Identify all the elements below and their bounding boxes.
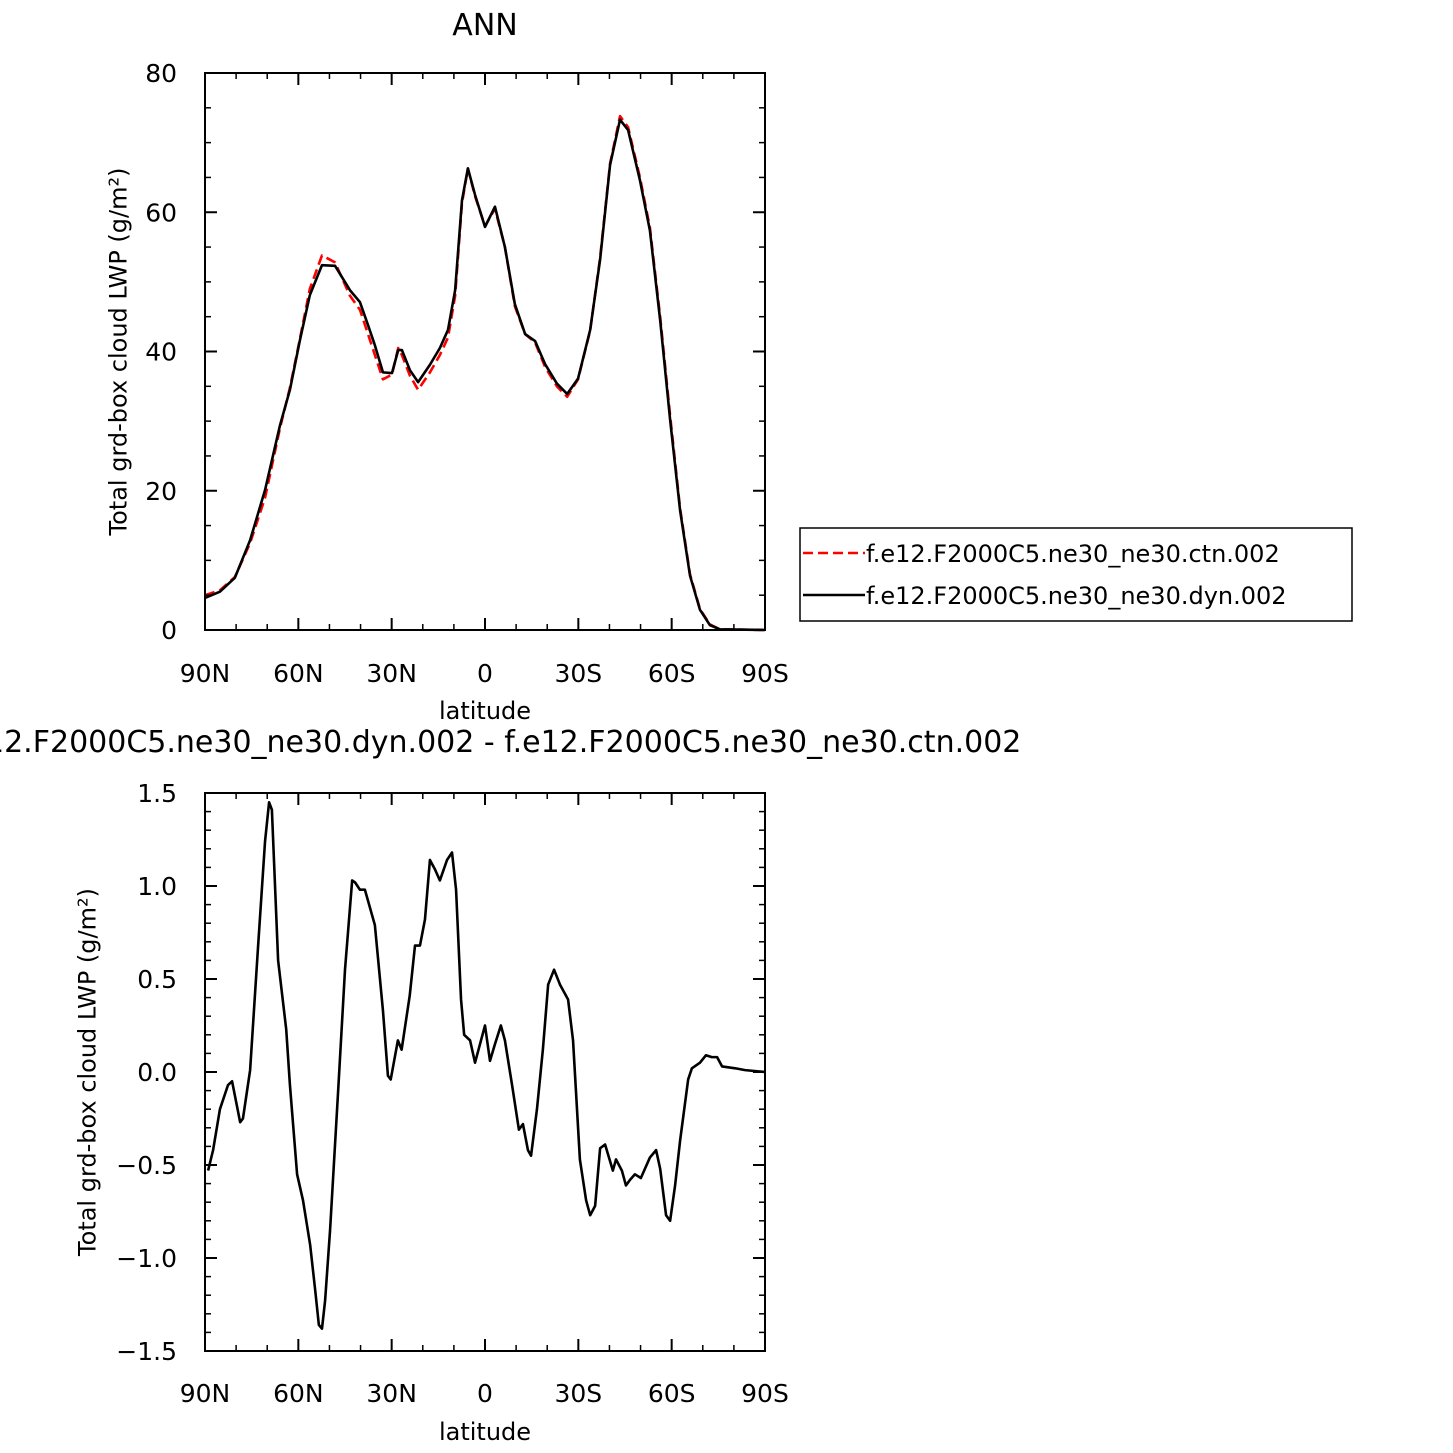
x-tick-label: 60N <box>273 1379 324 1408</box>
data-line <box>204 118 766 632</box>
x-tick-label: 0 <box>477 659 493 688</box>
y-tick-label: 0 <box>161 616 177 645</box>
chart-title: ANN <box>452 8 517 43</box>
x-tick-label: 90N <box>180 1379 231 1408</box>
legend-box <box>799 527 1353 622</box>
data-line <box>206 801 766 1330</box>
x-tick-label: 30N <box>366 659 417 688</box>
y-axis-label: Total grd-box cloud LWP (g/m²) <box>104 168 132 537</box>
y-tick-label: −1.0 <box>116 1244 177 1273</box>
plot-frame <box>204 72 766 631</box>
x-tick-label: 0 <box>477 1379 493 1408</box>
y-axis-label: Total grd-box cloud LWP (g/m²) <box>73 888 101 1257</box>
y-tick-label: −1.5 <box>116 1337 177 1366</box>
y-tick-label: 60 <box>145 198 177 227</box>
x-tick-label: 30S <box>554 659 602 688</box>
chart-title: f.e12.F2000C5.ne30_ne30.dyn.002 - f.e12.… <box>0 725 1021 760</box>
y-tick-label: 20 <box>145 477 177 506</box>
x-axis-label: latitude <box>439 697 531 725</box>
x-tick-label: 60N <box>273 659 324 688</box>
x-tick-label: 60S <box>648 659 696 688</box>
legend-label: f.e12.F2000C5.ne30_ne30.ctn.002 <box>866 540 1280 568</box>
x-tick-label: 30N <box>366 1379 417 1408</box>
data-line <box>204 114 766 632</box>
y-tick-label: −0.5 <box>116 1151 177 1180</box>
x-axis-label: latitude <box>439 1418 531 1446</box>
x-tick-label: 30S <box>554 1379 602 1408</box>
y-tick-label: 0.5 <box>137 965 177 994</box>
y-tick-label: 1.0 <box>137 872 177 901</box>
x-tick-label: 60S <box>648 1379 696 1408</box>
y-tick-label: 0.0 <box>137 1058 177 1087</box>
y-tick-label: 80 <box>145 59 177 88</box>
x-tick-label: 90S <box>741 1379 789 1408</box>
legend-label: f.e12.F2000C5.ne30_ne30.dyn.002 <box>866 582 1287 610</box>
x-tick-label: 90S <box>741 659 789 688</box>
y-tick-label: 1.5 <box>137 779 177 808</box>
x-tick-label: 90N <box>180 659 231 688</box>
y-tick-label: 40 <box>145 338 177 367</box>
